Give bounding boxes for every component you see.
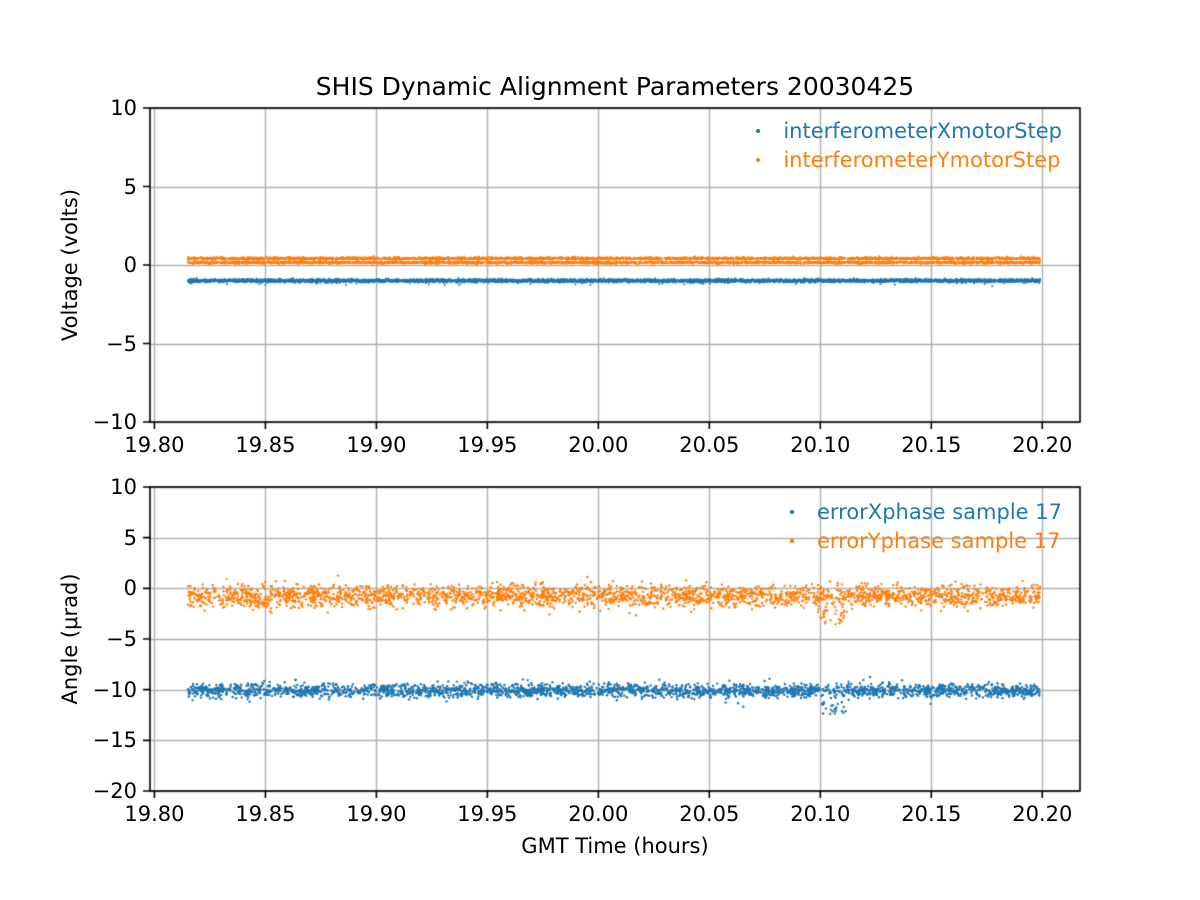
y-tick-label: 0 [123,253,137,277]
y-tick-label: −10 [92,677,137,702]
legend-marker-dot-icon [789,510,794,514]
y-tick-label: −5 [106,331,137,356]
x-tick-label: 20.05 [679,433,740,457]
x-tick-label: 19.85 [235,433,296,457]
legend-item: interferometerXmotorStep [756,118,1062,144]
legend-marker-dot-icon [756,129,761,133]
x-tick-label: 19.90 [346,802,407,826]
y-tick-label: −10 [92,410,137,434]
y-tick-label: 10 [110,475,137,499]
y-tick-label: −15 [92,728,137,753]
legend-marker-dot-icon [789,539,794,543]
legend-label: errorXphase sample 17 [816,500,1062,524]
x-tick-label: 19.80 [124,433,185,457]
y-axis-label-top: Voltage (volts) [58,188,82,342]
x-tick-label: 20.15 [901,802,962,826]
legend-bottom: errorXphase sample 17 errorYphase sample… [789,499,1062,554]
x-tick-label: 19.95 [457,802,518,826]
y-tick-label: 5 [123,174,137,199]
legend-item: interferometerYmotorStep [756,147,1062,173]
x-tick-label: 19.80 [124,802,185,826]
x-tick-label: 20.05 [679,802,740,826]
x-tick-label: 20.15 [901,433,962,457]
x-tick-label: 19.95 [457,433,518,457]
y-tick-label: 5 [123,525,137,550]
legend-item: errorYphase sample 17 [789,528,1062,554]
y-tick-label: −20 [92,779,137,803]
x-axis-label: GMT Time (hours) [521,834,709,858]
y-tick-label: 0 [123,576,137,601]
legend-label: errorYphase sample 17 [816,529,1061,553]
legend-item: errorXphase sample 17 [789,499,1062,525]
x-tick-label: 20.10 [790,802,851,826]
x-tick-label: 19.90 [346,433,407,457]
y-tick-label: −5 [106,627,137,651]
legend-label: interferometerXmotorStep [783,119,1062,143]
legend-marker-dot-icon [756,158,761,162]
y-tick-label: 10 [110,96,137,120]
legend-label: interferometerYmotorStep [783,148,1061,172]
x-tick-label: 19.85 [235,802,296,826]
x-tick-label: 20.00 [568,802,629,826]
legend-top: interferometerXmotorStep interferometerY… [756,118,1062,173]
x-tick-label: 20.20 [1012,433,1073,457]
x-tick-label: 20.10 [790,433,851,457]
x-tick-label: 20.20 [1012,802,1073,826]
chart-title: SHIS Dynamic Alignment Parameters 200304… [315,72,915,101]
y-axis-label-bottom: Angle (μrad) [58,573,82,705]
x-tick-label: 20.00 [568,433,629,457]
